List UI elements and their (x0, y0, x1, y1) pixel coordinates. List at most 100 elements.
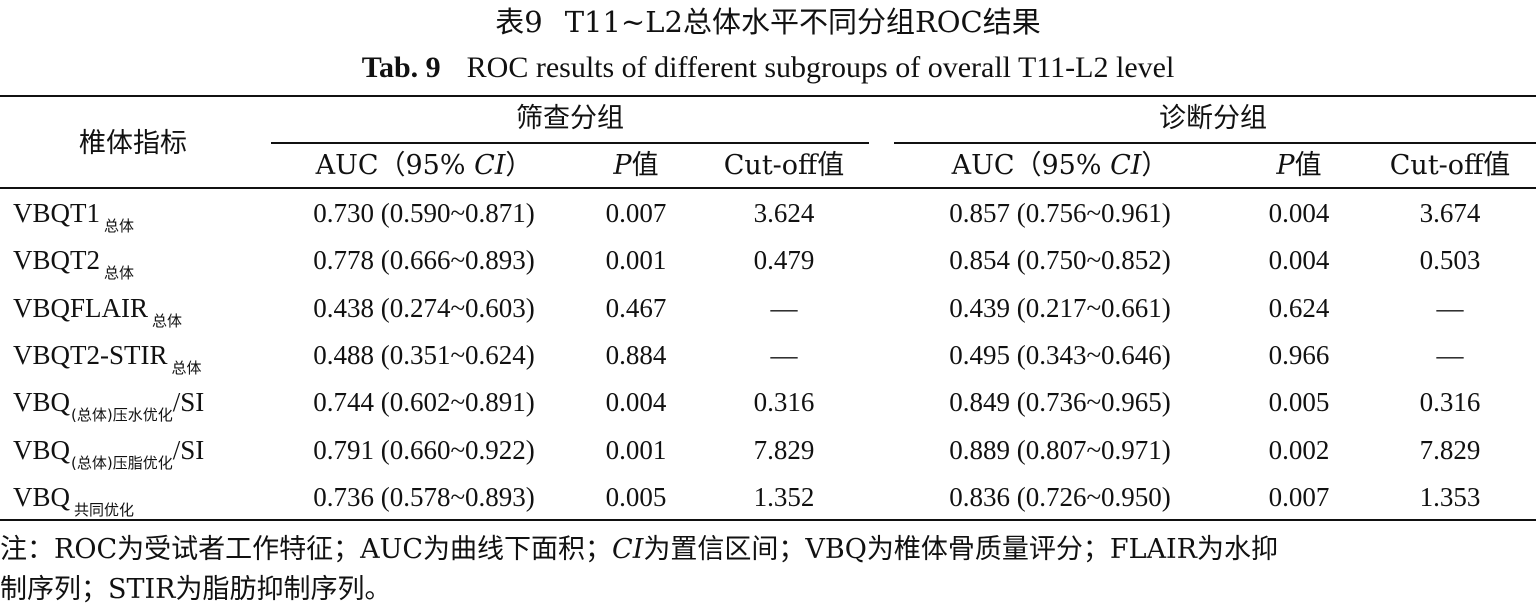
diagnosis-p-cell: 0.002 (1268, 435, 1330, 465)
screening-cutoff-cell: — (770, 340, 798, 370)
header-screening-auc: AUC（95% CI） (316, 146, 533, 186)
row-label: VBQT1 总体 (13, 193, 134, 237)
row-label-name: VBQ (13, 387, 71, 417)
table-note: 注：ROC为受试者工作特征；AUC为曲线下面积；CI为置信区间；VBQ为椎体骨质… (0, 530, 1536, 610)
screening-cutoff-cell: — (770, 293, 798, 323)
header-screening-p: P值 (613, 146, 658, 186)
header-p-suffix: 值 (631, 150, 659, 181)
bottom-rule (0, 519, 1536, 521)
header-auc-ci: CI (1110, 150, 1142, 181)
row-label-subscript: 总体 (171, 359, 202, 377)
header-screening-group: 筛查分组 (516, 103, 624, 134)
row-label-name: VBQ (13, 482, 71, 512)
header-p-italic: P (1276, 150, 1295, 181)
row-label: VBQFLAIR 总体 (13, 288, 182, 332)
diagnosis-auc-cell: 0.495 (0.343~0.646) (949, 340, 1171, 370)
screening-auc-cell: 0.730 (0.590~0.871) (313, 198, 535, 228)
diagnosis-auc-cell: 0.857 (0.756~0.961) (949, 198, 1171, 228)
table-title-en: Tab. 9 ROC results of different subgroups… (0, 46, 1536, 90)
diagnosis-auc-cell: 0.854 (0.750~0.852) (949, 245, 1171, 275)
diagnosis-p-cell: 0.004 (1268, 245, 1330, 275)
screening-auc-cell: 0.488 (0.351~0.624) (313, 340, 535, 370)
note-text-b: 为置信区间；VBQ为椎体骨质量评分；FLAIR为水抑 (643, 534, 1279, 565)
table-number-cn: 表9 (495, 5, 543, 39)
row-label-subscript: 总体 (152, 312, 183, 330)
screening-group-rule (271, 142, 869, 144)
row-label-suffix: /SI (172, 435, 205, 465)
row-label-subscript: 共同优化 (74, 501, 135, 519)
screening-cutoff-cell: 0.479 (753, 245, 815, 275)
row-label-name: VBQ (13, 435, 71, 465)
row-label: VBQT2-STIR 总体 (13, 335, 202, 379)
row-label: VBQT2 总体 (13, 240, 134, 284)
diagnosis-cutoff-cell: — (1436, 293, 1464, 323)
note-ci: CI (612, 534, 644, 565)
screening-auc-cell: 0.778 (0.666~0.893) (313, 245, 535, 275)
row-label: VBQ(总体)压水优化/SI (13, 382, 204, 426)
diagnosis-cutoff-cell: 0.503 (1419, 245, 1481, 275)
header-diagnosis-p: P值 (1276, 146, 1321, 186)
diagnosis-auc-cell: 0.439 (0.217~0.661) (949, 293, 1171, 323)
screening-p-cell: 0.001 (605, 435, 667, 465)
diagnosis-auc-cell: 0.836 (0.726~0.950) (949, 482, 1171, 512)
row-label: VBQ(总体)压脂优化/SI (13, 430, 204, 474)
header-p-italic: P (613, 150, 632, 181)
row-label: VBQ 共同优化 (13, 477, 134, 521)
row-label-subscript: (总体)压脂优化 (71, 454, 173, 472)
note-line-2: 制序列；STIR为脂肪抑制序列。 (0, 574, 392, 605)
screening-p-cell: 0.884 (605, 340, 667, 370)
row-label-subscript: 总体 (104, 264, 135, 282)
diagnosis-auc-cell: 0.889 (0.807~0.971) (949, 435, 1171, 465)
screening-cutoff-cell: 7.829 (753, 435, 815, 465)
screening-cutoff-cell: 1.352 (753, 482, 815, 512)
diagnosis-p-cell: 0.624 (1268, 293, 1330, 323)
diagnosis-cutoff-cell: 0.316 (1419, 387, 1481, 417)
header-diagnosis-group: 诊断分组 (1159, 103, 1267, 134)
screening-p-cell: 0.007 (605, 198, 667, 228)
row-label-subscript: (总体)压水优化 (71, 406, 173, 424)
header-p-suffix: 值 (1294, 150, 1322, 181)
header-auc-suffix: ） (505, 150, 533, 181)
screening-p-cell: 0.467 (605, 293, 667, 323)
screening-p-cell: 0.001 (605, 245, 667, 275)
header-row-label: 椎体指标 (79, 128, 187, 159)
screening-cutoff-cell: 3.624 (753, 198, 815, 228)
row-label-subscript: 总体 (104, 217, 135, 235)
header-auc-prefix: AUC（95% (315, 150, 475, 181)
header-screening-cutoff: Cut-off值 (723, 150, 845, 181)
screening-auc-cell: 0.791 (0.660~0.922) (313, 435, 535, 465)
diagnosis-cutoff-cell: 3.674 (1419, 198, 1481, 228)
row-label-name: VBQT2-STIR (13, 340, 168, 370)
row-label-name: VBQT2 (13, 245, 100, 275)
diagnosis-auc-cell: 0.849 (0.736~0.965) (949, 387, 1171, 417)
table-number-en: Tab. 9 (361, 51, 441, 84)
table-title-cn-text: T11~L2总体水平不同分组ROC结果 (564, 5, 1041, 39)
row-label-name: VBQFLAIR (13, 293, 149, 323)
diagnosis-cutoff-cell: 1.353 (1419, 482, 1481, 512)
diagnosis-cutoff-cell: 7.829 (1419, 435, 1481, 465)
header-diagnosis-cutoff: Cut-off值 (1389, 150, 1511, 181)
header-rule (0, 187, 1536, 189)
screening-auc-cell: 0.736 (0.578~0.893) (313, 482, 535, 512)
diagnosis-p-cell: 0.966 (1268, 340, 1330, 370)
diagnosis-p-cell: 0.005 (1268, 387, 1330, 417)
header-auc-prefix: AUC（95% (951, 150, 1111, 181)
diagnosis-p-cell: 0.007 (1268, 482, 1330, 512)
diagnosis-cutoff-cell: — (1436, 340, 1464, 370)
table-title-en-text: ROC results of different subgroups of ov… (466, 51, 1175, 84)
row-label-name: VBQT1 (13, 198, 100, 228)
top-rule (0, 95, 1536, 97)
header-auc-suffix: ） (1141, 150, 1169, 181)
diagnosis-group-rule (894, 142, 1536, 144)
row-label-suffix: /SI (172, 387, 205, 417)
header-auc-ci: CI (474, 150, 506, 181)
screening-auc-cell: 0.744 (0.602~0.891) (313, 387, 535, 417)
screening-cutoff-cell: 0.316 (753, 387, 815, 417)
diagnosis-p-cell: 0.004 (1268, 198, 1330, 228)
screening-p-cell: 0.004 (605, 387, 667, 417)
note-line-1: 注：ROC为受试者工作特征；AUC为曲线下面积；CI为置信区间；VBQ为椎体骨质… (0, 530, 1536, 570)
screening-auc-cell: 0.438 (0.274~0.603) (313, 293, 535, 323)
screening-p-cell: 0.005 (605, 482, 667, 512)
note-text-a: 注：ROC为受试者工作特征；AUC为曲线下面积； (0, 534, 613, 565)
table-title-cn: 表9 T11~L2总体水平不同分组ROC结果 (0, 2, 1536, 42)
